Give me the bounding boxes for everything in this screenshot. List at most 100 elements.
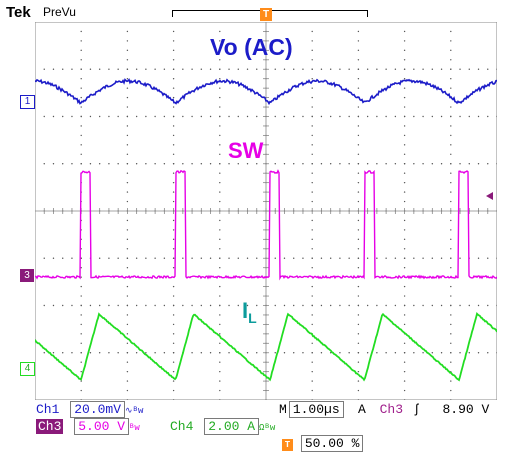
grid-dot <box>376 257 378 259</box>
grid-dot <box>283 163 286 165</box>
grid-dot <box>219 153 221 155</box>
grid-dot <box>403 49 406 52</box>
grid-dot <box>348 352 350 354</box>
timebase-value: 1.00µs <box>288 401 344 418</box>
grid-dot <box>62 352 64 354</box>
grid-dot <box>219 248 221 250</box>
grid-dot <box>126 333 129 335</box>
grid-dot <box>237 257 239 259</box>
grid-dot <box>431 163 434 165</box>
grid-dot <box>403 285 406 288</box>
grid-dot <box>80 370 82 373</box>
grid-dot <box>311 389 313 392</box>
waveform-display[interactable] <box>35 22 497 400</box>
trigger-position-icon: T <box>282 439 293 451</box>
acquisition-label: A <box>358 402 366 417</box>
grid-dot <box>403 200 406 203</box>
trigger-readout[interactable]: A Ch3 ʃ 8.90 V <box>358 402 489 417</box>
grid-dot <box>357 30 360 33</box>
grid-dot <box>413 68 415 70</box>
ch3-ground-marker[interactable]: 3 <box>20 269 34 282</box>
trigger-position-readout[interactable]: T 50.00 % <box>282 435 364 452</box>
grid-dot <box>394 163 397 165</box>
grid-dot <box>357 115 360 118</box>
grid-dot <box>450 219 452 222</box>
grid-dot <box>450 191 452 193</box>
grid-dot <box>135 352 138 354</box>
grid-dot <box>357 370 360 373</box>
top-bar: Tek PreVu T <box>0 0 505 22</box>
grid-dot <box>311 153 313 155</box>
grid-dot <box>172 267 175 269</box>
ch4-ground-marker[interactable]: 4 <box>20 362 35 376</box>
grid-dot <box>339 68 341 70</box>
grid-dot <box>403 144 406 146</box>
grid-dot <box>450 68 452 70</box>
grid-dot <box>172 219 175 222</box>
grid-dot <box>293 257 295 259</box>
grid-dot <box>62 304 64 307</box>
grid-dot <box>209 68 212 70</box>
waveform-svg <box>35 22 497 400</box>
grid-dot <box>172 352 175 354</box>
grid-dot <box>431 257 434 259</box>
grid-dot <box>172 172 175 174</box>
grid-dot <box>422 115 424 118</box>
grid-dot <box>98 257 101 259</box>
grid-dot <box>228 115 230 118</box>
grid-dot <box>357 333 360 335</box>
grid-dot <box>450 125 452 127</box>
grid-dot <box>256 257 258 259</box>
grid-dot <box>422 304 424 307</box>
grid-dot <box>80 68 82 70</box>
grid-dot <box>357 163 360 165</box>
grid-dot <box>52 115 55 118</box>
grid-dot <box>191 115 193 118</box>
grid-dot <box>468 163 470 165</box>
trigger-level-arrow[interactable] <box>486 192 493 200</box>
grid-dot <box>413 352 415 354</box>
grid-dot <box>246 68 249 70</box>
grid-dot <box>108 163 110 165</box>
grid-dot <box>403 370 406 373</box>
grid-dot <box>172 59 175 61</box>
grid-dot <box>357 352 360 354</box>
grid-dot <box>329 68 332 70</box>
grid-dot <box>52 68 55 70</box>
timebase-readout[interactable]: M 1.00µs <box>279 401 344 418</box>
grid-dot <box>403 229 406 231</box>
grid-dot <box>172 314 175 316</box>
grid-dot <box>219 163 221 165</box>
grid-dot <box>459 163 461 165</box>
grid-dot <box>293 352 295 354</box>
grid-dot <box>311 106 313 108</box>
grid-dot <box>450 333 452 335</box>
trigger-source: Ch3 <box>379 402 404 417</box>
grid-dot <box>126 304 129 307</box>
grid-dot <box>357 78 360 80</box>
grid-dot <box>311 144 313 146</box>
grid-dot <box>52 352 55 354</box>
grid-dot <box>98 352 101 354</box>
grid-dot <box>357 314 360 316</box>
ch1-ground-marker[interactable]: 1 <box>20 95 35 109</box>
grid-dot <box>80 267 82 269</box>
grid-dot <box>440 304 443 307</box>
grid-dot <box>459 304 461 307</box>
trigger-position-marker[interactable]: T <box>260 8 272 21</box>
grid-dot <box>126 115 129 118</box>
grid-dot <box>403 248 406 250</box>
ch4-readout[interactable]: Ch4 2.00 A Ωᴮw <box>170 418 275 435</box>
grid-dot <box>293 68 295 70</box>
grid-dot <box>450 59 452 61</box>
grid-dot <box>311 78 313 80</box>
grid-dot <box>163 163 166 165</box>
grid-dot <box>477 115 480 118</box>
ch1-readout[interactable]: Ch1 20.0mV ∿ᴮw <box>36 401 143 418</box>
grid-dot <box>219 106 221 108</box>
grid-dot <box>468 304 470 307</box>
grid-dot <box>219 238 221 241</box>
grid-dot <box>283 304 286 307</box>
trigger-position-value: 50.00 % <box>300 435 364 452</box>
